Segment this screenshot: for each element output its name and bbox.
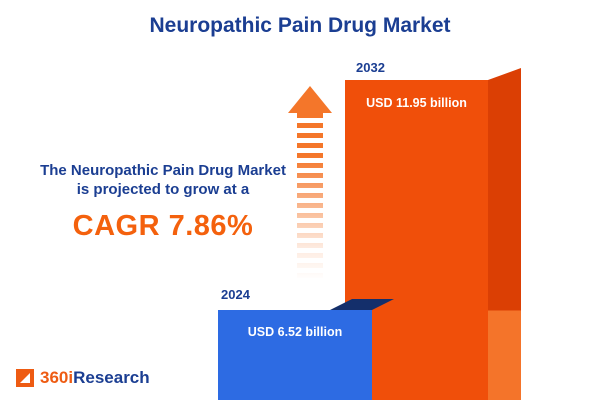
annotation-block: The Neuropathic Pain Drug Market is proj… <box>18 162 308 243</box>
bar-2024 <box>218 310 372 400</box>
annotation-line1: The Neuropathic Pain Drug Market <box>40 162 286 179</box>
bar-2024-value-label: USD 6.52 billion <box>247 325 343 339</box>
growth-arrow-shaft <box>297 113 323 281</box>
bar-2032-year-label: 2032 <box>356 60 385 75</box>
bar-2024-top-face <box>330 299 394 310</box>
logo-icon <box>16 369 34 387</box>
bar-2032-side-face <box>488 68 521 400</box>
logo-text: 360iResearch <box>40 368 150 388</box>
growth-arrow-icon <box>288 86 332 113</box>
annotation-line2: is projected to grow at a <box>76 180 250 198</box>
logo-text-prefix: 360i <box>40 368 74 387</box>
bar-2024-year-label: 2024 <box>221 287 250 302</box>
cagr-value: CAGR 7.86% <box>72 209 254 242</box>
brand-logo: 360iResearch <box>16 368 150 388</box>
bar-2032-value-label: USD 11.95 billion <box>366 96 467 110</box>
logo-text-suffix: Research <box>73 368 150 387</box>
page-title: Neuropathic Pain Drug Market <box>149 14 451 37</box>
